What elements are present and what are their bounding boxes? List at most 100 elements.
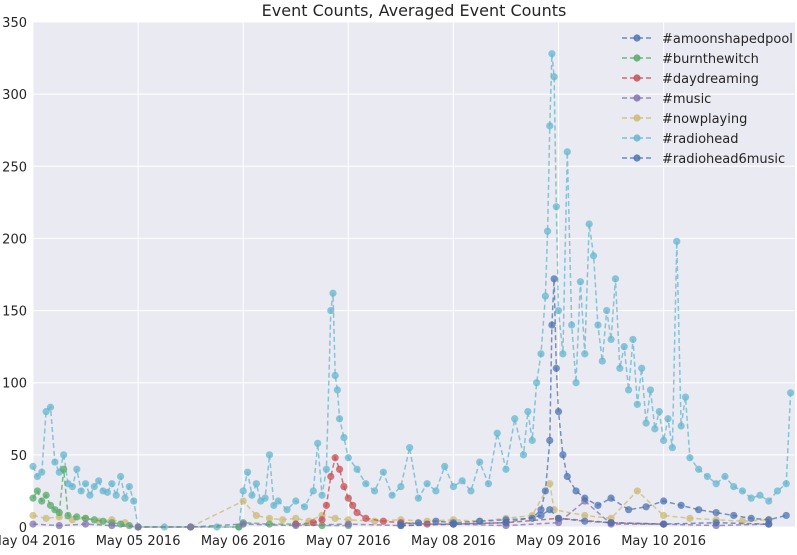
data-point xyxy=(642,503,650,511)
data-point xyxy=(765,497,773,505)
data-point xyxy=(563,472,571,481)
data-point xyxy=(112,491,120,499)
data-point xyxy=(594,501,602,509)
data-point xyxy=(125,483,133,491)
data-point xyxy=(103,488,112,496)
data-point xyxy=(548,321,556,329)
data-point xyxy=(546,122,554,130)
data-point xyxy=(524,407,532,416)
data-point xyxy=(554,306,563,315)
data-point xyxy=(335,465,344,473)
data-point xyxy=(502,519,510,527)
data-point xyxy=(379,468,387,476)
legend-marker xyxy=(633,34,641,42)
data-point xyxy=(322,465,331,473)
data-point xyxy=(77,487,85,495)
legend-item: #music xyxy=(622,92,711,107)
data-point xyxy=(95,477,103,485)
data-point xyxy=(607,494,615,502)
data-point xyxy=(502,465,510,473)
data-point xyxy=(546,506,554,514)
data-point xyxy=(695,465,703,473)
data-point xyxy=(414,494,422,502)
series-layer xyxy=(29,50,795,531)
data-point xyxy=(594,321,602,329)
x-tick-label: May 05 2016 xyxy=(96,534,181,549)
data-point xyxy=(686,514,694,522)
legend-marker xyxy=(633,74,641,82)
data-point xyxy=(581,511,589,520)
data-point xyxy=(537,350,545,358)
series-line xyxy=(32,481,769,528)
data-point xyxy=(646,386,655,394)
data-point xyxy=(537,506,545,514)
data-point xyxy=(353,508,361,517)
data-point xyxy=(81,514,90,522)
data-point xyxy=(362,480,370,488)
data-point xyxy=(239,520,247,528)
data-point xyxy=(695,506,703,514)
x-tick-label: May 09 2016 xyxy=(516,534,601,549)
data-point xyxy=(624,506,633,514)
data-point xyxy=(712,519,720,527)
data-point xyxy=(581,494,589,502)
data-point xyxy=(423,480,431,488)
data-point xyxy=(633,487,641,495)
data-point xyxy=(550,275,558,283)
x-tick-label: May 10 2016 xyxy=(621,534,706,549)
data-point xyxy=(73,513,81,521)
data-point xyxy=(572,487,580,495)
data-point xyxy=(528,436,536,445)
data-point xyxy=(686,454,694,462)
data-point xyxy=(568,321,576,329)
data-point xyxy=(541,292,549,300)
legend-marker xyxy=(633,94,641,102)
data-point xyxy=(51,458,59,466)
data-point xyxy=(333,386,341,394)
data-point xyxy=(29,462,37,470)
legend: #amoonshapedpool #burnthewitch #daydreamin… xyxy=(622,32,793,167)
data-point xyxy=(681,393,690,401)
data-point xyxy=(554,514,563,522)
data-point xyxy=(252,480,260,488)
data-point xyxy=(660,497,668,505)
data-point xyxy=(563,148,571,156)
data-point xyxy=(537,511,545,520)
data-point xyxy=(576,278,585,286)
data-point xyxy=(548,50,556,58)
data-point xyxy=(432,487,440,495)
data-point xyxy=(331,514,339,522)
series-line xyxy=(32,500,769,528)
data-point xyxy=(633,400,641,408)
data-point xyxy=(559,451,567,459)
data-point xyxy=(42,514,50,522)
data-point xyxy=(90,483,98,491)
y-tick-label: 0 xyxy=(19,521,27,536)
data-point xyxy=(747,494,755,502)
legend-label: #daydreaming xyxy=(662,72,759,87)
data-point xyxy=(55,508,63,517)
data-point xyxy=(673,237,681,245)
legend-item: #nowplaying xyxy=(622,112,747,127)
data-point xyxy=(441,462,449,470)
data-point xyxy=(585,220,593,228)
data-point xyxy=(239,487,247,495)
axis-labels: 0 50 100 150 200 250 300 350 May 04 2016 May 05 2… xyxy=(0,16,706,549)
data-point xyxy=(370,487,379,495)
data-point xyxy=(86,491,94,499)
data-point xyxy=(353,465,361,473)
data-point xyxy=(660,436,668,445)
data-point xyxy=(756,491,764,499)
data-point xyxy=(677,501,685,509)
data-point xyxy=(528,514,536,522)
data-point xyxy=(108,521,116,530)
legend-item: #radiohead xyxy=(622,132,738,147)
x-tick-label: May 07 2016 xyxy=(306,534,391,549)
data-point xyxy=(546,436,554,445)
data-point xyxy=(322,501,331,509)
data-point xyxy=(511,415,519,423)
data-point xyxy=(81,520,90,528)
legend-item: #daydreaming xyxy=(622,72,759,87)
data-point xyxy=(607,519,615,527)
chart-title: Event Counts, Averaged Event Counts xyxy=(262,1,567,20)
